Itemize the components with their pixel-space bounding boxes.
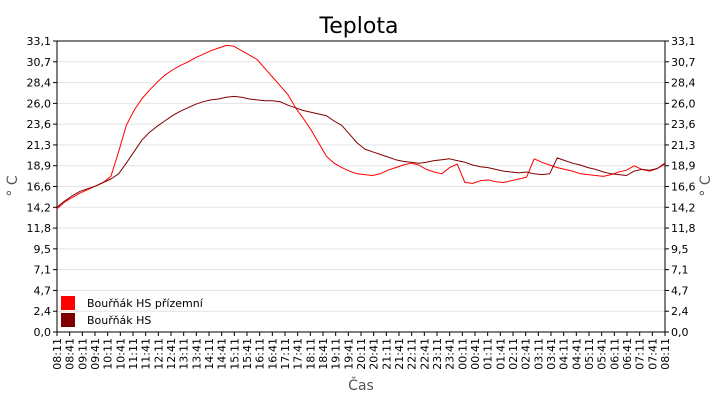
x-tick-label: 01:41 [494,338,507,370]
grid [57,61,665,312]
y-tick-label: 4,7 [34,284,52,297]
y-tick-label: 21,3 [27,139,52,152]
y-tick-label: 30,7 [671,56,696,69]
x-tick-label: 23:11 [431,338,444,370]
legend-label: Bouřňák HS přízemní [87,297,204,310]
x-tick-label: 19:11 [330,338,343,370]
y-tick-label: 33,1 [671,35,696,48]
series-line-2 [56,95,666,208]
y-tick-label: 0,0 [34,326,52,339]
y-tick-label: 9,5 [34,243,52,256]
y-tick-label: 26,0 [671,97,696,110]
y-tick-label: 4,7 [671,284,689,297]
x-tick-label: 20:41 [368,338,381,370]
x-tick-label: 23:41 [444,338,457,370]
x-tick-label: 21:41 [393,338,406,370]
x-tick-label: 14:41 [216,338,229,370]
y-tick-label: 7,1 [671,264,689,277]
x-tick-label: 14:11 [203,338,216,370]
y-tick-label: 21,3 [671,139,696,152]
y-axis-left: 0,0 2,4 4,7 7,1 9,5 11,8 14,2 16,6 18,9 21,3 23,6 2… [27,35,57,339]
y-axis-right: 0,0 2,4 4,7 7,1 9,5 11,8 14,2 16,6 18,9 21,3 23,6 2… [665,35,696,339]
x-tick-label: 08:11 [51,338,64,370]
x-tick-label: 03:41 [545,338,558,370]
x-tick-label: 07:11 [634,338,647,370]
x-tick-label: 17:11 [279,338,292,370]
x-tick-label: 06:11 [608,338,621,370]
y-tick-label: 28,4 [671,77,696,90]
x-tick-label: 04:11 [558,338,571,370]
x-tick-label: 02:41 [520,338,533,370]
x-tick-label: 13:11 [178,338,191,370]
x-tick-label: 05:41 [596,338,609,370]
chart-title: Teplota [319,14,399,39]
y-tick-label: 16,6 [671,181,696,194]
x-tick-label: 07:41 [646,338,659,370]
x-tick-label: 09:41 [89,338,102,370]
x-tick-label: 22:41 [418,338,431,370]
x-tick-label: 00:41 [469,338,482,370]
y-tick-label: 0,0 [671,326,689,339]
y-tick-label: 28,4 [27,77,52,90]
y-tick-label: 30,7 [27,56,52,69]
x-tick-label: 21:11 [380,338,393,370]
legend-swatch [61,296,75,310]
x-tick-label: 02:11 [507,338,520,370]
y-tick-label: 2,4 [671,305,689,318]
x-tick-label: 15:41 [241,338,254,370]
x-tick-label: 11:41 [140,338,153,370]
x-tick-label: 08:41 [64,338,77,370]
y-tick-label: 18,9 [671,160,696,173]
x-tick-label: 16:11 [254,338,267,370]
x-tick-label: 22:11 [406,338,419,370]
x-tick-label: 06:41 [621,338,634,370]
y-tick-label: 11,8 [27,222,52,235]
y-axis-label-right: ° C [698,175,714,196]
y-tick-label: 26,0 [27,97,52,110]
series-line-1 [56,44,666,210]
x-tick-label: 10:41 [114,338,127,370]
y-tick-label: 9,5 [671,243,689,256]
x-tick-label: 20:11 [355,338,368,370]
x-tick-label: 00:11 [456,338,469,370]
series-layer [56,44,666,210]
x-tick-label: 19:41 [342,338,355,370]
y-tick-label: 11,8 [671,222,696,235]
y-tick-label: 33,1 [27,35,52,48]
y-tick-label: 2,4 [34,305,52,318]
x-tick-label: 09:11 [76,338,89,370]
x-tick-label: 17:41 [292,338,305,370]
y-tick-label: 23,6 [671,118,696,131]
y-tick-label: 18,9 [27,160,52,173]
x-tick-label: 04:41 [570,338,583,370]
y-tick-label: 14,2 [27,201,52,214]
x-tick-label: 03:11 [532,338,545,370]
y-tick-label: 23,6 [27,118,52,131]
x-tick-label: 12:11 [152,338,165,370]
x-tick-label: 01:11 [482,338,495,370]
legend-label: Bouřňák HS [87,314,151,327]
x-tick-label: 13:41 [190,338,203,370]
x-tick-label: 11:11 [127,338,140,370]
y-tick-label: 14,2 [671,201,696,214]
legend: Bouřňák HS přízemní Bouřňák HS [61,296,204,327]
x-tick-label: 18:41 [317,338,330,370]
y-tick-label: 7,1 [34,264,52,277]
x-axis: 08:11 08:41 09:11 09:41 10:11 10:41 11:11 11:41… [51,332,672,370]
x-tick-label: 15:11 [228,338,241,370]
x-tick-label: 16:41 [266,338,279,370]
x-tick-label: 08:11 [659,338,672,370]
x-tick-label: 05:11 [583,338,596,370]
legend-swatch [61,313,75,327]
x-axis-label: Čas [348,376,374,394]
x-tick-label: 18:11 [304,338,317,370]
y-tick-label: 16,6 [27,181,52,194]
y-axis-label-left: ° C [5,175,21,196]
x-tick-label: 12:41 [165,338,178,370]
x-tick-label: 10:11 [102,338,115,370]
